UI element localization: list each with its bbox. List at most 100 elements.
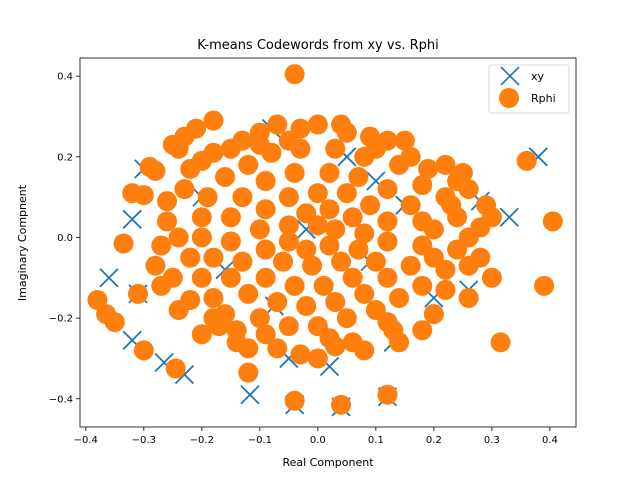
chart-title: K-means Codewords from xy vs. Rphi	[197, 38, 439, 53]
rphi-point	[151, 235, 172, 256]
rphi-point	[203, 110, 224, 131]
rphi-point	[191, 324, 212, 345]
rphi-point	[534, 275, 555, 296]
rphi-point	[278, 187, 299, 208]
rphi-point	[377, 231, 398, 252]
y-tick-label: 0.4	[57, 72, 73, 83]
legend-rphi-label: Rphi	[531, 92, 556, 105]
rphi-point	[354, 340, 375, 361]
rphi-point	[377, 211, 398, 232]
rphi-point	[180, 158, 201, 179]
xy-point	[499, 207, 519, 227]
rphi-point	[325, 291, 346, 312]
rphi-point	[458, 287, 479, 308]
rphi-point	[412, 275, 433, 296]
rphi-point	[452, 162, 473, 183]
rphi-point	[255, 199, 276, 220]
rphi-point	[325, 219, 346, 240]
rphi-point	[319, 199, 340, 220]
rphi-point	[278, 231, 299, 252]
rphi-point	[400, 195, 421, 216]
rphi-point	[165, 358, 186, 379]
rphi-point	[481, 207, 502, 228]
rphi-point	[458, 255, 479, 276]
y-axis-label: Imaginary Compnent	[16, 184, 29, 301]
rphi-point	[168, 300, 189, 321]
rphi-point	[435, 279, 456, 300]
rphi-point	[348, 166, 369, 187]
legend-rphi-marker	[499, 88, 519, 108]
rphi-point	[302, 255, 323, 276]
rphi-point	[377, 312, 398, 333]
xy-point	[240, 385, 260, 405]
legend-xy-marker	[500, 66, 520, 86]
rphi-point	[319, 328, 340, 349]
rphi-point	[307, 183, 328, 204]
rphi-point	[435, 154, 456, 175]
y-tick-label: 0.2	[57, 152, 73, 163]
rphi-point	[284, 275, 305, 296]
x-tick-label: −0.2	[190, 435, 214, 446]
y-tick-label: 0.0	[57, 233, 73, 244]
rphi-point	[331, 251, 352, 272]
rphi-point	[394, 130, 415, 151]
rphi-point	[145, 160, 166, 181]
rphi-point	[360, 126, 381, 147]
x-tick-label: 0.3	[484, 435, 500, 446]
series-rphi-markers	[87, 64, 563, 415]
rphi-point	[354, 146, 375, 167]
rphi-point	[238, 283, 259, 304]
rphi-point	[447, 239, 468, 260]
rphi-point	[377, 384, 398, 405]
rphi-point	[278, 316, 299, 337]
rphi-point	[180, 247, 201, 268]
rphi-point	[191, 227, 212, 248]
rphi-point	[157, 211, 178, 232]
rphi-point	[296, 239, 317, 260]
x-tick-label: 0.2	[426, 435, 442, 446]
rphi-point	[325, 138, 346, 159]
rphi-point	[319, 235, 340, 256]
legend-box	[488, 64, 570, 114]
x-tick-label: −0.1	[248, 435, 272, 446]
rphi-point	[278, 130, 299, 151]
rphi-point	[441, 195, 462, 216]
y-axis: −0.4 −0.2 0.0 0.2 0.4	[49, 72, 80, 405]
rphi-point	[278, 215, 299, 236]
rphi-point	[220, 207, 241, 228]
rphi-point	[307, 215, 328, 236]
rphi-point	[249, 308, 270, 329]
rphi-point	[220, 138, 241, 159]
rphi-point	[104, 312, 125, 333]
x-axis: −0.4 −0.3 −0.2 −0.1 0.0 0.1 0.2 0.3 0.4	[74, 427, 558, 446]
rphi-point	[174, 179, 195, 200]
rphi-point	[400, 255, 421, 276]
rphi-point	[255, 239, 276, 260]
xy-point	[99, 268, 119, 288]
rphi-point	[186, 118, 207, 139]
rphi-point	[423, 247, 444, 268]
rphi-point	[203, 247, 224, 268]
rphi-point	[197, 187, 218, 208]
rphi-point	[360, 195, 381, 216]
rphi-point	[296, 296, 317, 317]
rphi-point	[232, 187, 253, 208]
rphi-point	[255, 324, 276, 345]
rphi-point	[365, 251, 386, 272]
rphi-point	[238, 362, 259, 383]
rphi-point	[145, 255, 166, 276]
rphi-point	[400, 146, 421, 167]
rphi-point	[151, 275, 172, 296]
rphi-point	[284, 162, 305, 183]
rphi-point	[255, 171, 276, 191]
rphi-point	[249, 219, 270, 240]
rphi-point	[284, 390, 305, 411]
rphi-point	[423, 219, 444, 240]
rphi-point	[458, 179, 479, 200]
rphi-point	[220, 267, 241, 288]
xy-point	[122, 209, 142, 229]
rphi-point	[255, 267, 276, 288]
rphi-point	[191, 267, 212, 288]
rphi-point	[342, 267, 363, 288]
rphi-point	[307, 348, 328, 369]
